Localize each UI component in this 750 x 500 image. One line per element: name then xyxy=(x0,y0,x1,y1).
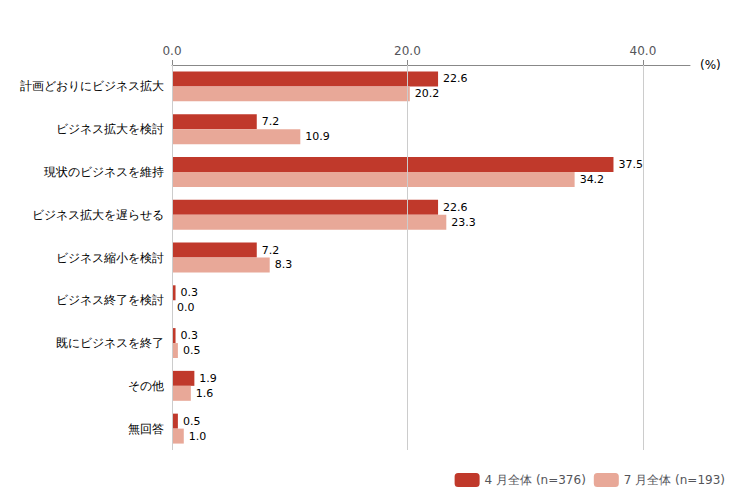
svg-text:7.2: 7.2 xyxy=(262,244,280,257)
svg-text:0.5: 0.5 xyxy=(183,344,201,357)
svg-text:22.6: 22.6 xyxy=(443,201,468,214)
svg-text:0.0: 0.0 xyxy=(177,301,195,314)
svg-text:ビジネス拡大を検討: ビジネス拡大を検討 xyxy=(56,122,164,136)
svg-text:23.3: 23.3 xyxy=(451,216,476,229)
svg-text:34.2: 34.2 xyxy=(580,173,605,186)
svg-text:無回答: 無回答 xyxy=(128,422,164,436)
svg-text:37.5: 37.5 xyxy=(618,158,643,171)
svg-text:その他: その他 xyxy=(128,379,164,393)
svg-text:0.3: 0.3 xyxy=(181,329,199,342)
svg-text:8.3: 8.3 xyxy=(275,258,293,271)
svg-text:40.0: 40.0 xyxy=(630,44,657,58)
svg-text:1.9: 1.9 xyxy=(199,372,217,385)
svg-text:0.5: 0.5 xyxy=(183,415,201,428)
svg-text:現状のビジネスを維持: 現状のビジネスを維持 xyxy=(44,165,164,179)
svg-text:(%): (%) xyxy=(700,58,721,72)
svg-text:0.3: 0.3 xyxy=(181,286,199,299)
svg-text:ビジネス終了を検討: ビジネス終了を検討 xyxy=(56,293,164,307)
svg-text:20.2: 20.2 xyxy=(415,87,440,100)
svg-text:計画どおりにビジネス拡大: 計画どおりにビジネス拡大 xyxy=(20,79,164,93)
svg-text:1.0: 1.0 xyxy=(189,430,207,443)
svg-text:0.0: 0.0 xyxy=(162,44,181,58)
svg-text:20.0: 20.0 xyxy=(394,44,421,58)
svg-text:10.9: 10.9 xyxy=(305,130,330,143)
svg-text:ビジネス拡大を遅らせる: ビジネス拡大を遅らせる xyxy=(32,208,164,222)
svg-text:7.2: 7.2 xyxy=(262,115,280,128)
svg-text:22.6: 22.6 xyxy=(443,72,468,85)
svg-text:1.6: 1.6 xyxy=(196,387,214,400)
svg-text:既にビジネスを終了: 既にビジネスを終了 xyxy=(56,336,164,350)
svg-text:ビジネス縮小を検討: ビジネス縮小を検討 xyxy=(56,251,164,265)
svg-text:7 月全体 (n=193): 7 月全体 (n=193) xyxy=(624,473,725,487)
svg-text:4 月全体 (n=376): 4 月全体 (n=376) xyxy=(485,473,586,487)
